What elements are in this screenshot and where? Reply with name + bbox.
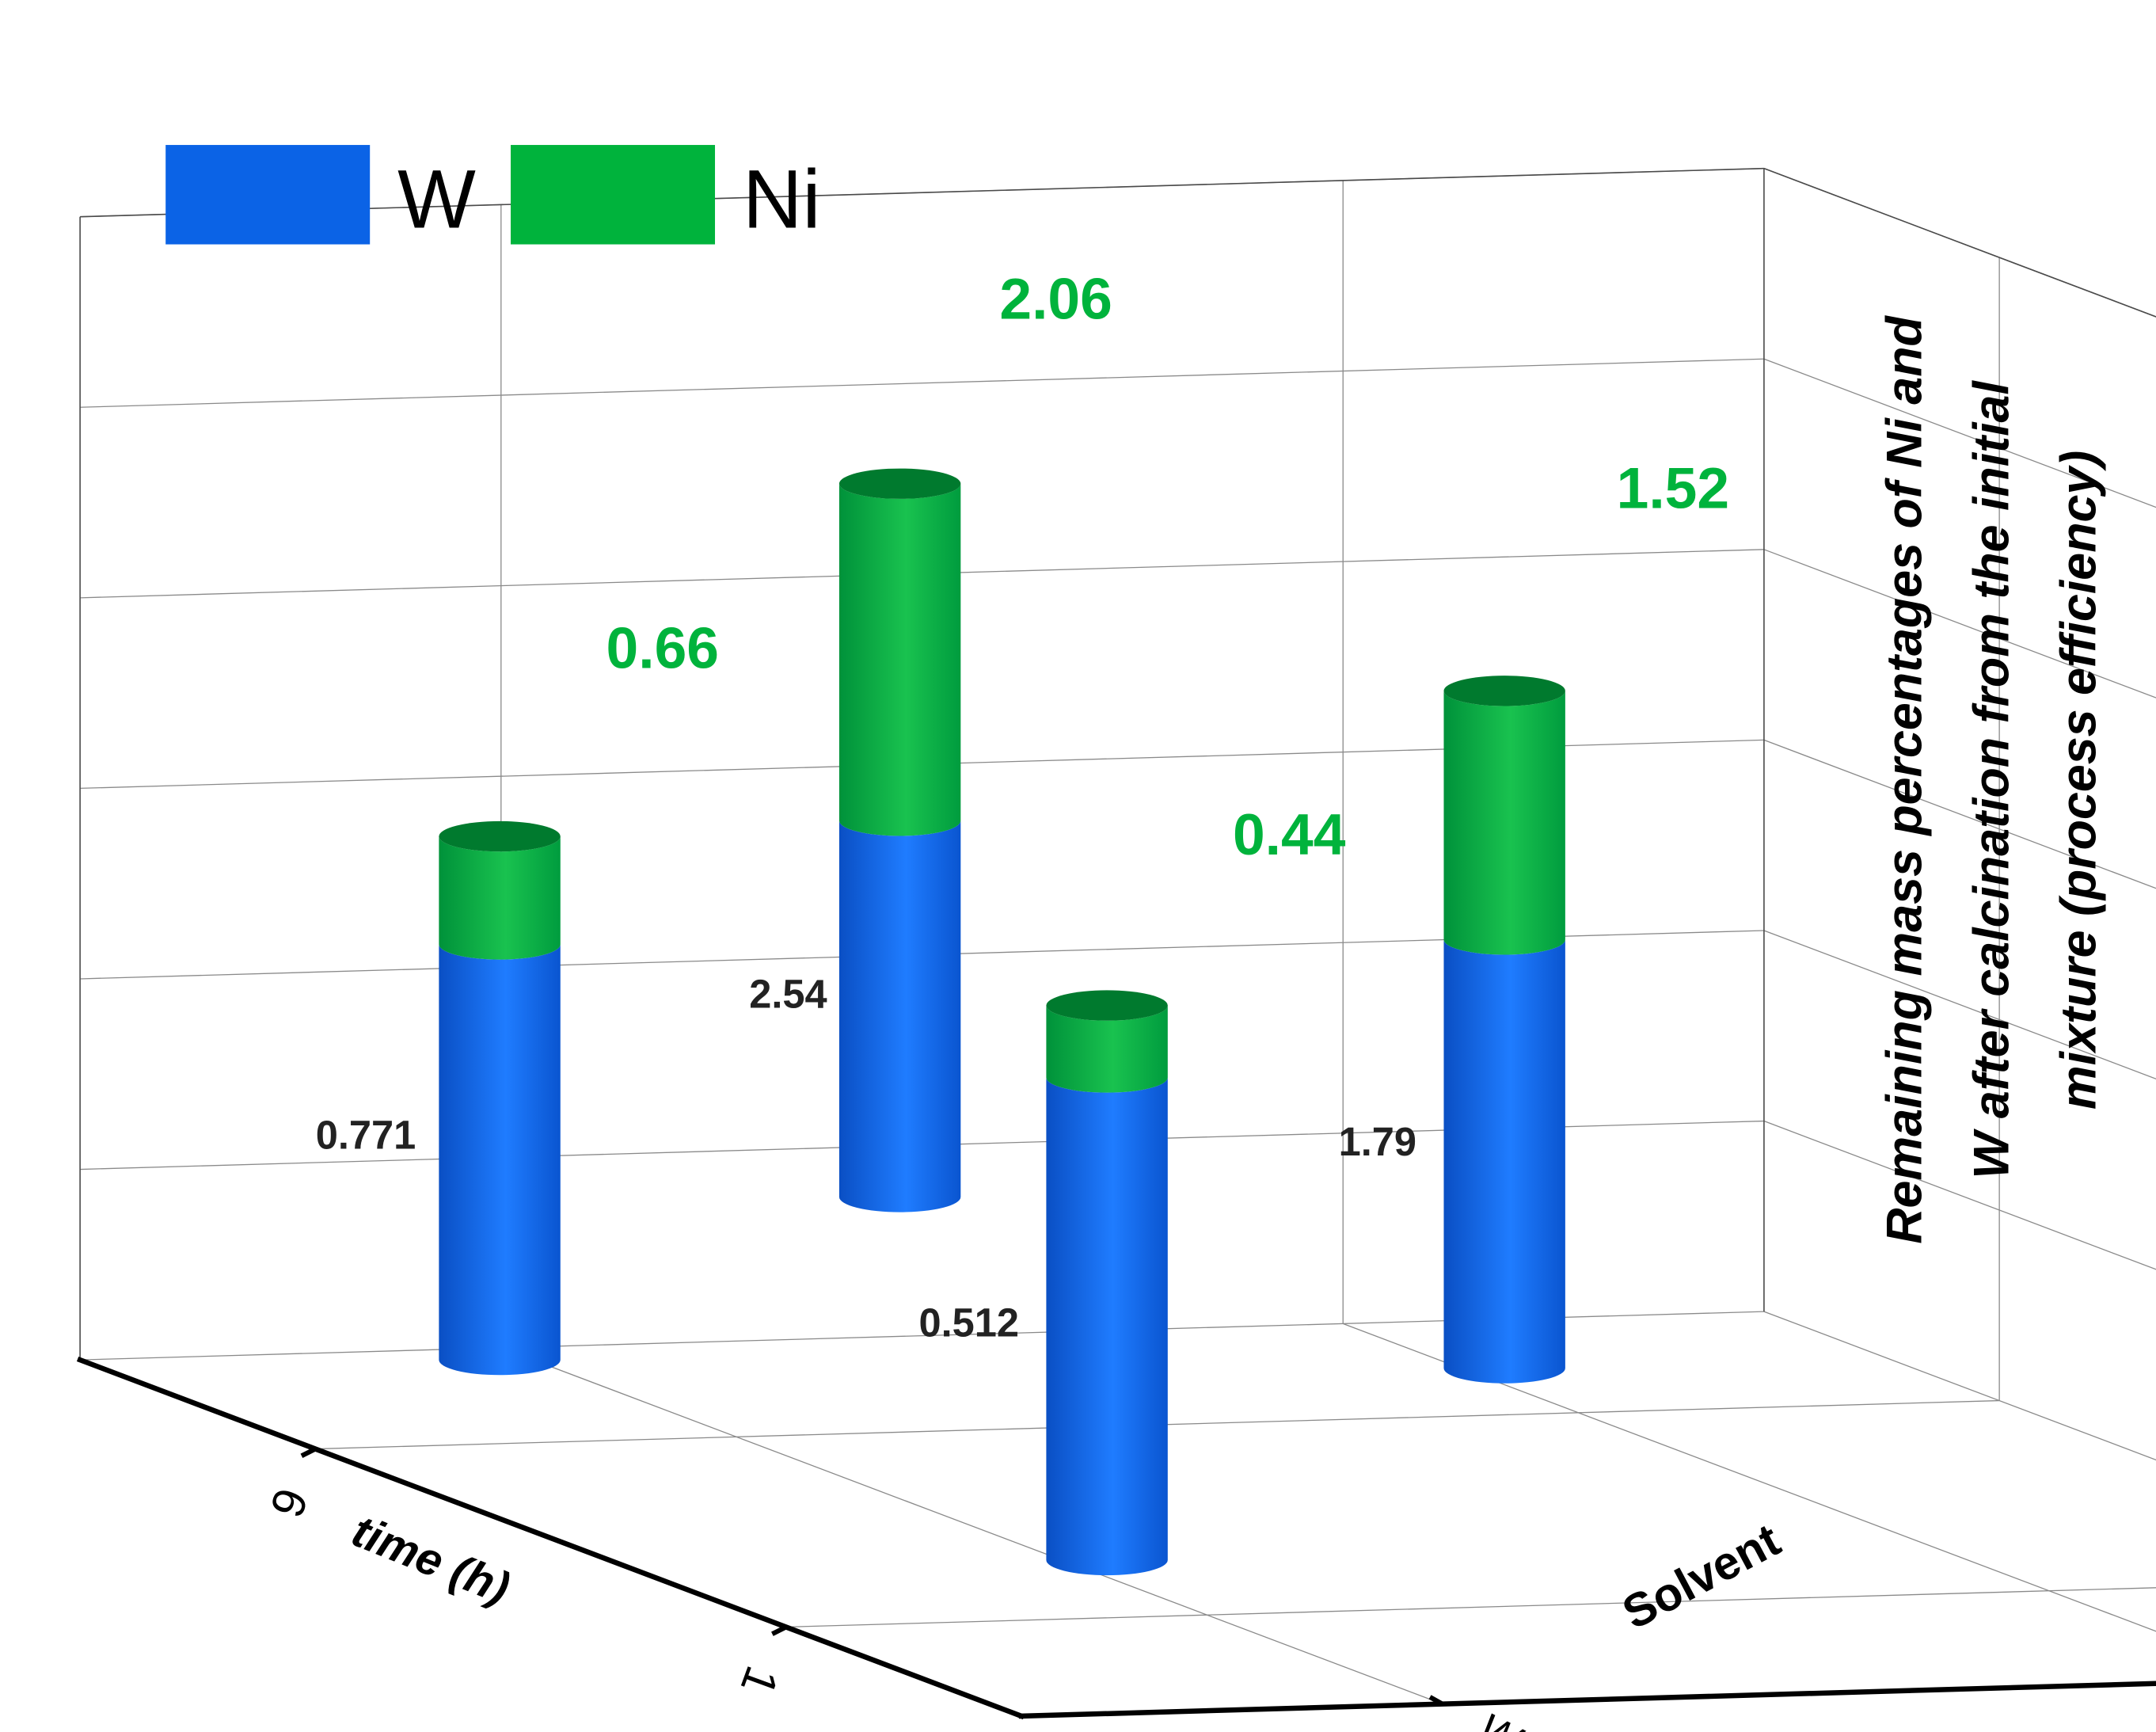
data-label-w: 0.512 xyxy=(919,1300,1020,1345)
bar-ni-segment xyxy=(1443,691,1565,955)
gridline-back-wall xyxy=(1763,358,2156,508)
data-label-ni: 2.06 xyxy=(999,267,1112,332)
bar-ni-segment xyxy=(439,836,561,960)
bar-top-cap xyxy=(1046,990,1168,1021)
legend: W Ni xyxy=(165,145,821,246)
gridline-back-wall xyxy=(1763,930,2156,1079)
data-label-w: 2.54 xyxy=(749,972,827,1017)
bar-ni-segment xyxy=(838,483,961,836)
gridline-back-wall xyxy=(1763,1120,2156,1270)
gridline-floor xyxy=(785,1587,2156,1628)
z-axis-title-line: W after calcination from the initial xyxy=(1964,380,2019,1179)
x-tick-label: 6 xyxy=(260,1482,318,1525)
data-label-ni: 0.66 xyxy=(606,616,719,681)
x-axis-line xyxy=(76,1356,1025,1720)
y-axis-line xyxy=(1018,1681,2156,1719)
legend-swatch-ni xyxy=(511,145,716,245)
data-label-ni: 0.44 xyxy=(1233,802,1346,867)
gridline-back-wall xyxy=(1763,549,2156,699)
data-label-ni: 1.52 xyxy=(1617,456,1729,521)
label-layer: 2.54 2.06 1.79 1.52 0.771 0.66 0.512 0.44 xyxy=(316,267,1729,1346)
gridline-floor xyxy=(500,1347,1443,1705)
box-edge xyxy=(1763,167,2156,318)
gridline-back-wall xyxy=(1763,739,2156,889)
bar-6h-ethanol xyxy=(838,468,961,1212)
bar-6h-water xyxy=(439,820,561,1376)
y-tick-label: Water xyxy=(1471,1704,1591,1732)
bar-w-segment xyxy=(838,820,961,1212)
bar-top-cap xyxy=(838,468,961,499)
bar-w-segment xyxy=(1443,939,1565,1384)
bar-w-segment xyxy=(1046,1077,1168,1576)
legend-label-w: W xyxy=(397,154,476,246)
gridline-back-wall xyxy=(1763,1311,2156,1461)
bar-w-segment xyxy=(439,944,561,1376)
legend-swatch-w xyxy=(165,145,371,245)
bar-top-cap xyxy=(439,820,561,852)
data-label-w: 1.79 xyxy=(1339,1119,1416,1164)
bar-layer xyxy=(439,468,1565,1576)
x-axis-title: time (h) xyxy=(345,1506,517,1614)
bar-top-cap xyxy=(1443,676,1565,706)
bar-1h-ethanol xyxy=(1443,676,1565,1384)
legend-label-ni: Ni xyxy=(743,154,821,246)
z-axis-title-line: Remaining mass percentages of Ni and xyxy=(1877,314,1933,1243)
x-tick xyxy=(300,1446,317,1458)
y-tick xyxy=(1428,1695,1444,1707)
y-axis-title: Solvent xyxy=(1614,1513,1789,1639)
data-label-w: 0.771 xyxy=(316,1112,416,1157)
x-tick-label: 1 xyxy=(731,1660,789,1703)
z-axis-title-line: mixture (process efficiency) xyxy=(2051,451,2106,1110)
x-tick xyxy=(771,1624,788,1636)
bar-1h-water xyxy=(1046,990,1168,1576)
bar-ni-segment xyxy=(1046,1005,1168,1093)
gridline-left-wall xyxy=(80,358,1764,408)
